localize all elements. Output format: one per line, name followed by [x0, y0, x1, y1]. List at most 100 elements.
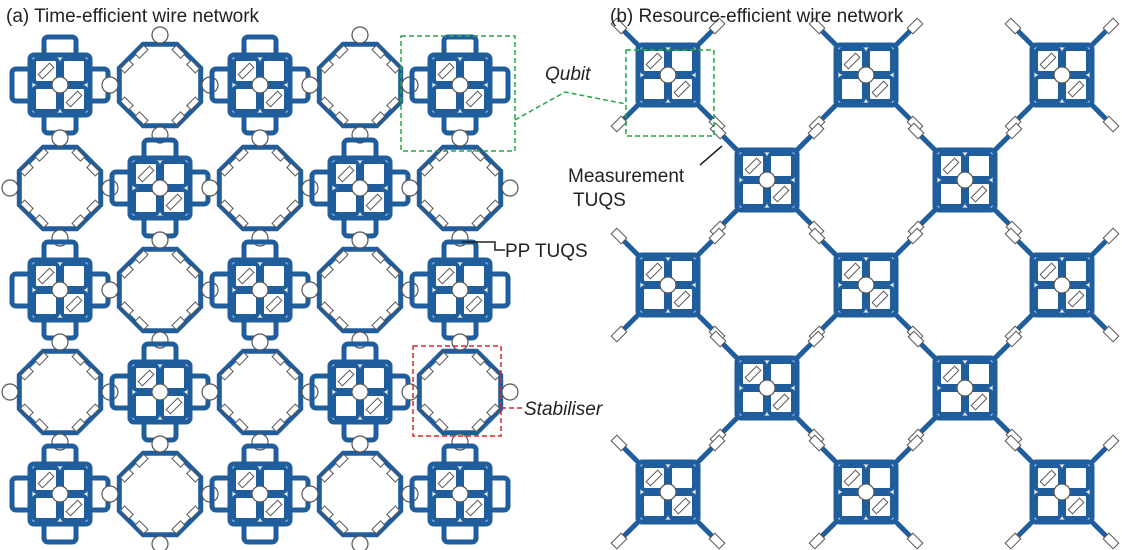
junction	[1039, 52, 1057, 70]
qubit-cell	[32, 290, 60, 318]
tuqs	[271, 418, 286, 433]
tuqs	[334, 316, 349, 331]
pp-tuqs	[251, 129, 269, 147]
tuqs	[71, 418, 86, 433]
measurement-tuqs	[808, 434, 826, 452]
measurement-tuqs	[610, 115, 628, 133]
qubit-cell	[332, 392, 360, 420]
qubit-cell	[640, 75, 668, 103]
qubit-cell	[1062, 75, 1090, 103]
qubit-cell	[232, 290, 260, 318]
junction	[871, 497, 889, 515]
tuqs	[34, 147, 49, 162]
qubit-cell	[767, 152, 795, 180]
tuqs	[34, 214, 49, 229]
junction	[942, 157, 960, 175]
tuqs	[319, 505, 334, 520]
junction	[744, 365, 762, 383]
junction	[65, 499, 83, 517]
junction	[465, 295, 483, 313]
qubit-cell	[360, 392, 388, 420]
measurement-tuqs	[708, 532, 726, 550]
tuqs	[186, 301, 201, 316]
qubit	[1004, 227, 1120, 343]
qubit-cell	[432, 466, 460, 494]
pp-tuqs	[151, 535, 169, 550]
junction	[772, 185, 790, 203]
qubit-cell	[1062, 257, 1090, 285]
tuqs	[186, 96, 201, 111]
qubit-cell	[160, 160, 188, 188]
pp-tuqs	[501, 179, 519, 197]
qubit-cell	[460, 262, 488, 290]
tuqs	[486, 403, 501, 418]
qubit-cell	[132, 364, 160, 392]
tuqs	[86, 162, 101, 177]
qubit	[709, 330, 825, 446]
measurement-tuqs	[709, 330, 727, 348]
qubit-cell	[132, 392, 160, 420]
qubit	[1004, 17, 1120, 133]
tuqs	[119, 96, 134, 111]
qubit-cell	[32, 85, 60, 113]
tuqs	[86, 403, 101, 418]
tuqs	[119, 59, 134, 74]
tuqs	[234, 418, 249, 433]
qubit	[610, 227, 726, 343]
tuqs	[219, 199, 234, 214]
tuqs	[471, 418, 486, 433]
measurement-tuqs	[907, 122, 925, 140]
tuqs	[471, 351, 486, 366]
panel-b-title: (b) Resource-efficient wire network	[610, 6, 904, 27]
measurement-tuqs	[808, 17, 826, 35]
junction	[645, 52, 663, 70]
stabiliser-ring	[316, 246, 404, 334]
tuqs	[319, 59, 334, 74]
qubit-cell	[260, 466, 288, 494]
pp-tuqs	[501, 383, 519, 401]
tuqs	[434, 214, 449, 229]
tuqs	[286, 199, 301, 214]
tuqs	[434, 351, 449, 366]
qubit	[610, 434, 726, 550]
tuqs	[86, 366, 101, 381]
qubit	[808, 434, 924, 550]
qubit-cell	[767, 360, 795, 388]
qubit-cell	[1034, 492, 1062, 520]
junction	[265, 499, 283, 517]
qubit-cell	[937, 180, 965, 208]
junction	[237, 267, 255, 285]
qubit-cell	[260, 262, 288, 290]
qubit-cell	[232, 466, 260, 494]
qubit-cell	[1034, 47, 1062, 75]
tuqs	[386, 301, 401, 316]
tuqs	[486, 366, 501, 381]
qubit-cell	[866, 492, 894, 520]
measurement-tuqs	[610, 434, 628, 452]
qubit-cell	[1034, 285, 1062, 313]
measurement-tuqs	[708, 227, 726, 245]
readout	[351, 179, 369, 197]
measurement-tuqs	[610, 17, 628, 35]
qubit-cell	[460, 57, 488, 85]
qubit-cell	[965, 388, 993, 416]
qubit-cell	[866, 257, 894, 285]
qubit-cell	[838, 75, 866, 103]
tuqs	[319, 301, 334, 316]
junction	[970, 185, 988, 203]
qubit-cell	[232, 85, 260, 113]
qubit-cell	[60, 290, 88, 318]
tuqs	[219, 162, 234, 177]
junction	[465, 499, 483, 517]
junction	[1039, 262, 1057, 280]
measurement-label: Measurement	[568, 166, 685, 187]
readout	[51, 485, 69, 503]
readout	[451, 281, 469, 299]
qubit-cell	[160, 364, 188, 392]
junction	[843, 262, 861, 280]
readout	[659, 66, 677, 84]
networks	[1, 17, 1120, 550]
qubit-cell	[132, 188, 160, 216]
stabiliser-label: Stabiliser	[524, 399, 603, 420]
pp-tuqs	[51, 129, 69, 147]
